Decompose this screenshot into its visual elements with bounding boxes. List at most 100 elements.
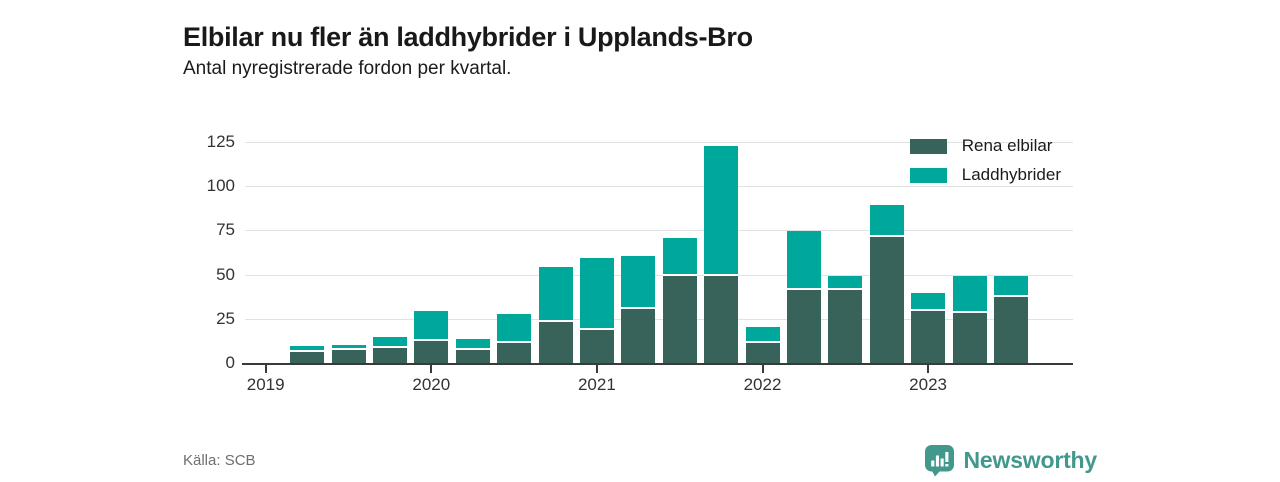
bar-slot-2022-q2 [783,135,824,364]
legend-item: Rena elbilar [909,136,1061,156]
bar-segment-laddhybrider [704,146,739,276]
stacked-bar [455,339,490,364]
stacked-bar [538,266,573,364]
bar-segment-laddhybrider [786,231,821,290]
x-axis-tick-2022 [761,365,764,373]
bar-segment-laddhybrider [621,256,656,310]
gridline-100 [245,186,1073,187]
stacked-bar [786,231,821,364]
bar-slot-2021-q3 [659,135,700,364]
stacked-bar [704,146,739,364]
bar-segment-laddhybrider [745,326,780,343]
bar-segment-rena-elbilar [538,321,573,364]
bar-slot-2019-q2 [286,135,327,364]
bar-segment-rena-elbilar [911,310,946,364]
bar-segment-rena-elbilar [786,289,821,364]
stacked-bar [994,275,1029,364]
newsworthy-chart-bubble-icon [924,444,955,477]
bar-slot-2021-q2 [618,135,659,364]
bar-segment-laddhybrider [994,275,1029,297]
chart-subtitle: Antal nyregistrerade fordon per kvartal. [183,58,512,79]
y-axis-tick-label: 50 [216,264,235,284]
x-axis-line [242,363,1073,365]
stacked-bar [621,256,656,364]
newsworthy-logo[interactable]: Newsworthy [924,444,1097,477]
legend-swatch [909,167,947,183]
y-axis-tick-label: 0 [225,353,235,372]
bar-slot-2022-q1 [742,135,783,364]
newsworthy-wordmark: Newsworthy [963,447,1098,473]
bar-slot-2023-q3 [990,135,1031,364]
bar-segment-rena-elbilar [414,341,449,364]
y-axis-tick-label: 25 [216,308,235,328]
x-axis-label-2019: 2019 [246,375,285,394]
bar-slot-2019-q4 [369,135,410,364]
bar-segment-laddhybrider [662,238,697,276]
bar-series [245,135,1073,364]
legend-item: Laddhybrider [909,165,1061,185]
x-axis-tick-2023 [927,365,930,373]
page-title: Elbilar nu fler än laddhybrider i Upplan… [183,22,753,53]
stacked-bar [662,238,697,364]
bar-slot-2019-q3 [328,135,369,364]
bar-segment-rena-elbilar [579,330,614,364]
bar-slot-2020-q3 [493,135,534,364]
bar-segment-rena-elbilar [745,342,780,364]
bar-segment-rena-elbilar [952,312,987,364]
bar-segment-laddhybrider [414,310,449,341]
x-axis-label-2023: 2023 [909,375,948,394]
bar-segment-laddhybrider [497,314,532,343]
bar-segment-rena-elbilar [828,289,863,364]
bar-segment-rena-elbilar [331,349,366,364]
bar-slot-2020-q4 [535,135,576,364]
x-axis-tick-2021 [595,365,598,373]
legend: Rena elbilar Laddhybrider [909,136,1061,185]
stacked-bar [497,314,532,364]
gridline-25 [245,318,1073,320]
stacked-bar [579,257,614,364]
stacked-bar [952,275,987,364]
bar-slot-2023-q1 [908,135,949,364]
bar-slot-2022-q4 [866,135,907,364]
bar-segment-laddhybrider [579,257,614,331]
bar-segment-rena-elbilar [704,275,739,364]
x-axis-label-2022: 2022 [743,375,782,394]
bar-segment-rena-elbilar [662,275,697,364]
bar-segment-laddhybrider [290,346,325,352]
bar-segment-laddhybrider [455,339,490,350]
chart-plot-area: 2019 2020 2021 2022 2023 Rena elbilar Laddhyb… [242,135,1073,394]
legend-label: Laddhybrider [961,165,1061,184]
x-axis-tick-2019 [264,365,267,373]
bar-segment-rena-elbilar [994,296,1029,364]
bar-slot-2021-q1 [576,135,617,364]
bar-segment-rena-elbilar [621,309,656,364]
bar-segment-rena-elbilar [869,236,904,364]
stacked-bar [290,346,325,364]
x-axis-tick-2020 [430,365,433,373]
y-axis-labels: 0 25 50 75 100 125 [150,131,235,372]
stacked-bar [414,310,449,364]
y-axis-tick-label: 125 [206,131,235,151]
stacked-bar [911,293,946,364]
legend-swatch [909,138,947,154]
bar-segment-rena-elbilar [372,348,407,364]
bar-slot-2021-q4 [700,135,741,364]
gridline-125 [245,141,1073,143]
stacked-bar [869,204,904,364]
bar-segment-rena-elbilar [455,349,490,364]
stacked-bar [828,275,863,364]
bar-segment-laddhybrider [538,266,573,322]
bar-segment-rena-elbilar [290,351,325,364]
x-axis-label-2021: 2021 [577,375,616,394]
legend-label: Rena elbilar [961,136,1053,155]
y-axis-tick-label: 100 [206,176,235,195]
bar-segment-laddhybrider [911,293,946,311]
bar-slot-2022-q3 [825,135,866,364]
stacked-bar [372,337,407,364]
gridline-75 [245,230,1073,232]
bar-slot-2019-q1 [245,135,286,364]
bar-segment-laddhybrider [952,275,987,313]
bar-slot-2023-q2 [949,135,990,364]
bar-slot-2020-q2 [452,135,493,364]
source-note: Källa: SCB [183,452,256,469]
